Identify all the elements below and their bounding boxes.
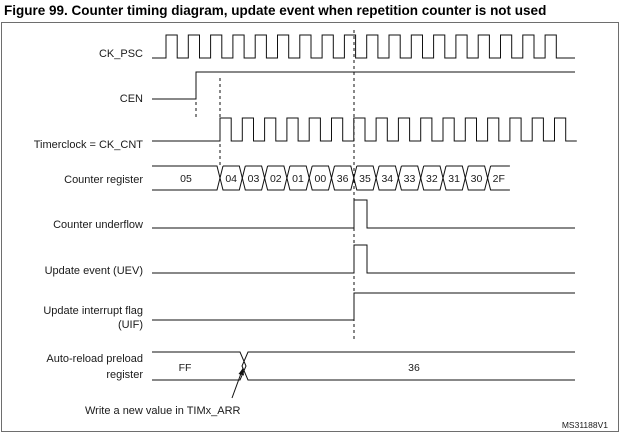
arr-label-line1: Auto-reload preload <box>46 353 143 365</box>
counter-value: 2F <box>493 173 505 185</box>
cen-waveform <box>152 71 575 100</box>
counter-segment <box>241 165 266 191</box>
arr-bus-old <box>152 351 247 381</box>
annotation-arrowhead <box>238 368 244 376</box>
timerclock-label: Timerclock = CK_CNT <box>34 139 144 151</box>
counter-value: 05 <box>180 173 192 185</box>
ck-psc-label: CK_PSC <box>99 48 143 60</box>
counter-segment <box>353 165 377 191</box>
counter-segment <box>308 165 333 191</box>
arr-label-line2: register <box>106 369 143 381</box>
counter-value: 36 <box>337 173 349 185</box>
counter-underflow-label: Counter underflow <box>53 219 143 231</box>
counter-segment <box>397 165 422 191</box>
counter-value: 01 <box>292 173 304 185</box>
counter-value: 35 <box>359 173 371 185</box>
uif-label-line2: (UIF) <box>118 319 143 331</box>
counter-value: 00 <box>315 173 327 185</box>
counter-underflow-waveform <box>152 199 575 229</box>
counter-segment <box>286 165 310 191</box>
arr-value-ff: FF <box>179 362 192 374</box>
arr-bus-new <box>241 351 575 381</box>
counter-segment <box>464 165 489 191</box>
counter-value: 31 <box>448 173 460 185</box>
counter-register-label: Counter register <box>64 174 143 186</box>
counter-value: 34 <box>381 173 393 185</box>
ck-psc-waveform <box>152 34 575 59</box>
cen-label: CEN <box>120 93 143 105</box>
counter-value: 04 <box>225 173 237 185</box>
counter-register-bus: 05 04 03 02 01 00 36 35 34 33 32 31 30 2F <box>152 165 510 191</box>
counter-segment <box>264 165 288 191</box>
figure-frame <box>1 22 619 432</box>
counter-segment <box>420 165 444 191</box>
counter-value: 02 <box>270 173 282 185</box>
counter-segment <box>487 165 510 191</box>
uif-waveform <box>152 292 575 321</box>
update-event-waveform <box>152 244 575 274</box>
counter-segment <box>375 165 399 191</box>
update-event-label: Update event (UEV) <box>45 265 143 277</box>
timerclock-waveform <box>152 117 577 142</box>
figure-id: MS31188V1 <box>562 420 608 430</box>
figure-title: Figure 99. Counter timing diagram, updat… <box>4 3 547 18</box>
uif-label-line1: Update interrupt flag <box>43 305 143 317</box>
annotation-text: Write a new value in TIMx_ARR <box>85 405 241 417</box>
counter-value: 32 <box>426 173 438 185</box>
arr-value-36: 36 <box>408 362 420 374</box>
counter-value: 33 <box>404 173 416 185</box>
counter-value: 30 <box>471 173 483 185</box>
counter-value: 03 <box>248 173 260 185</box>
counter-segment <box>442 165 466 191</box>
counter-segment <box>219 165 243 191</box>
counter-segment <box>330 165 355 191</box>
